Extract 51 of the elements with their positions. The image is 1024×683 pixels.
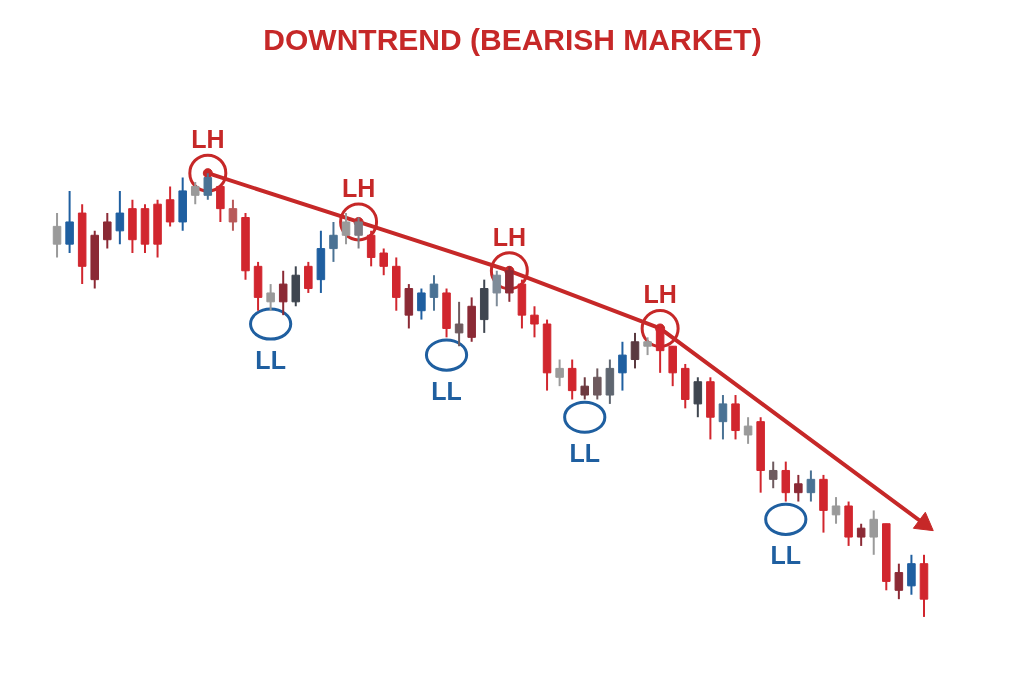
candlestick: [894, 562, 904, 601]
candlestick: [492, 269, 502, 308]
annotation: LL: [431, 377, 462, 406]
candlestick: [228, 198, 238, 232]
candlestick: [555, 358, 564, 388]
point: [249, 307, 293, 341]
chart-title: DOWNTREND (BEARISH MARKET): [263, 22, 762, 56]
candlestick: [165, 185, 175, 228]
candlestick: [743, 416, 753, 445]
text: LH: [191, 125, 225, 154]
candlestick: [794, 473, 803, 503]
candlestick: [115, 189, 125, 246]
candlestick: [304, 260, 313, 294]
candlestick: [618, 340, 627, 392]
candlestick: [417, 287, 426, 321]
annotation: LH: [341, 173, 376, 202]
annotation: LL: [569, 439, 601, 468]
candlestick: [65, 189, 74, 255]
point: [764, 502, 808, 536]
candlestick: [781, 460, 791, 503]
point: [188, 153, 228, 193]
candlestick: [530, 305, 539, 339]
annotation: LH: [643, 280, 677, 309]
candlestick: [266, 283, 275, 312]
candlestick: [593, 367, 602, 401]
candlestick: [856, 522, 866, 547]
candlestick: [52, 212, 62, 259]
candlestick: [341, 212, 351, 246]
point: [640, 309, 680, 348]
candlestick: [580, 376, 590, 401]
candlestick: [329, 220, 338, 263]
annotation: LH: [492, 222, 527, 251]
candlestick: [429, 274, 439, 312]
point: [563, 400, 607, 434]
candlestick: [869, 509, 878, 556]
candlestick: [379, 247, 388, 277]
candlestick: [718, 394, 728, 441]
candlestick: [103, 212, 112, 250]
annotation: LL: [255, 346, 286, 375]
candlestick: [630, 331, 640, 370]
candlestick: [907, 553, 916, 596]
candlestick: [190, 181, 200, 206]
annotation: LL: [770, 541, 802, 570]
candlestick: [806, 469, 816, 503]
candlestick: [831, 496, 841, 525]
candlestick: [278, 269, 288, 317]
candlestick: [693, 376, 703, 419]
candlestick: [454, 300, 464, 348]
point: [424, 338, 469, 372]
candlestick: [768, 460, 778, 490]
candlestick: [567, 358, 577, 401]
